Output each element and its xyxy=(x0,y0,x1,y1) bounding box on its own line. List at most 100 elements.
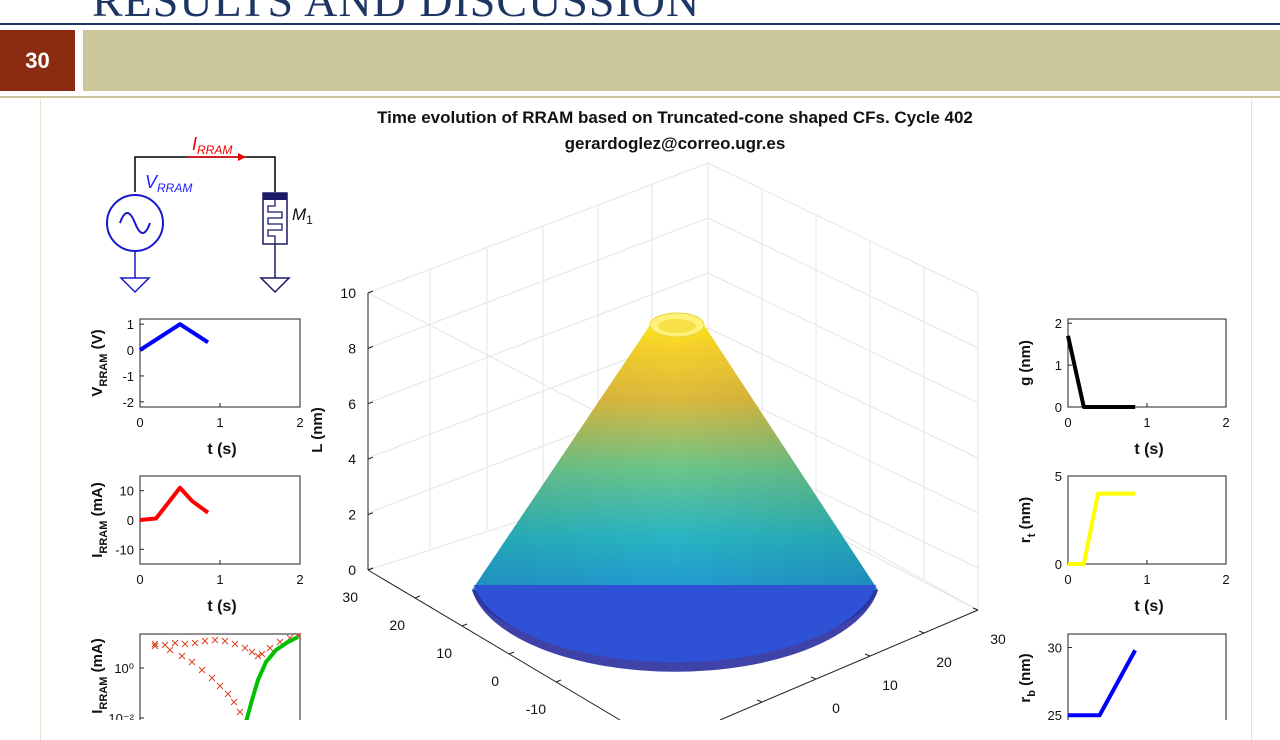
y-tick-label: -2 xyxy=(122,395,134,410)
z-tick xyxy=(367,456,374,460)
iv-marker xyxy=(211,636,219,644)
y-tick-label: 1 xyxy=(1055,358,1062,373)
series-line xyxy=(1066,335,1136,409)
device-label: M1 xyxy=(292,205,313,227)
left-axis-tick-label: 30 xyxy=(342,589,358,605)
iv-marker xyxy=(254,652,262,660)
z-tick xyxy=(367,345,374,349)
iv-marker xyxy=(191,639,199,647)
left-axis-tick-label: 20 xyxy=(389,617,405,633)
x-tick-label: 1 xyxy=(216,415,223,430)
x-tick-label: 2 xyxy=(296,415,303,430)
figure-title: Time evolution of RRAM based on Truncate… xyxy=(377,108,973,127)
current-label: IRRAM xyxy=(192,134,232,157)
z-tick xyxy=(367,401,374,405)
figure-subtitle: gerardoglez@correo.ugr.es xyxy=(564,134,786,153)
x-axis-label: t (s) xyxy=(1134,441,1163,458)
plot-frame xyxy=(139,633,301,720)
iv-marker xyxy=(151,640,159,648)
iv-marker xyxy=(181,640,189,648)
y-tick-label: 30 xyxy=(1048,641,1062,656)
x-tick-label: 1 xyxy=(1143,572,1150,587)
y-tick-label: -1 xyxy=(122,369,134,384)
iv-marker xyxy=(166,646,174,654)
ylabel-0: VRRAM (V) xyxy=(89,329,110,396)
z-tick-label: 0 xyxy=(348,562,356,578)
banner-divider xyxy=(0,96,1280,98)
slide-title: RESULTS AND DISCUSSION xyxy=(92,0,701,26)
subplot-1: 100-100 1 2t (s) xyxy=(115,475,304,615)
iv-marker xyxy=(151,642,159,650)
subplot-5: 30 25 xyxy=(1048,633,1227,720)
y-tick-label: 1 xyxy=(127,317,134,332)
x-tick-label: 0 xyxy=(1064,415,1071,430)
iv-marker xyxy=(208,674,216,682)
iv-marker xyxy=(241,644,249,652)
right-base-axis xyxy=(719,609,979,720)
banner-gap xyxy=(75,30,83,91)
z-tick-label: 4 xyxy=(348,451,356,467)
y-tick-label: 25 xyxy=(1048,708,1062,720)
subplot-iv: 10⁰ 10⁻² xyxy=(108,632,302,720)
iv-marker xyxy=(178,652,186,660)
x-tick-label: 0 xyxy=(136,415,143,430)
title-underline xyxy=(0,23,1280,25)
iv-marker xyxy=(216,682,224,690)
right-axis-tick-label: 0 xyxy=(832,700,840,716)
z-tick-label: 2 xyxy=(348,507,356,523)
x-tick-label: 0 xyxy=(1064,572,1071,587)
plot-frame xyxy=(1067,633,1227,720)
left-axis-tick xyxy=(461,623,468,627)
x-axis-label: t (s) xyxy=(1134,598,1163,615)
figure-canvas: IRRAM VRRAM M1 xyxy=(89,134,1230,720)
right-axis-tick-label: 20 xyxy=(936,654,952,670)
series-line xyxy=(139,485,210,522)
iv-marker xyxy=(224,690,232,698)
y-tick-label: 0 xyxy=(127,343,134,358)
ylabel-3: g (nm) xyxy=(1017,340,1034,386)
iv-marker xyxy=(171,639,179,647)
right-axis-tick xyxy=(918,630,925,634)
circuit-schematic: IRRAM VRRAM M1 xyxy=(106,134,313,294)
ylabel-5: rb (nm) xyxy=(1017,653,1038,702)
right-axis-tick-label: 10 xyxy=(882,677,898,693)
ground-icon-right xyxy=(259,277,291,294)
left-axis-tick xyxy=(555,679,562,683)
page-number-badge: 30 xyxy=(0,30,75,91)
iv-marker xyxy=(258,650,266,658)
iv-fit-line xyxy=(244,635,299,720)
left-axis-tick-label: 0 xyxy=(491,673,499,689)
y-tick-label: 2 xyxy=(1055,316,1062,331)
current-arrow-head xyxy=(238,153,246,161)
ground-icon-left xyxy=(119,277,151,294)
iv-marker xyxy=(230,698,238,706)
subplot-3: 2 1 00 1 2 t (s) xyxy=(1055,316,1230,458)
y-tick-label: 5 xyxy=(1055,469,1062,484)
ylabel-1: IRRAM (mA) xyxy=(89,482,110,558)
z-tick-label: 6 xyxy=(348,396,356,412)
ylabel-4: rt (nm) xyxy=(1017,497,1038,543)
x-tick-label: 2 xyxy=(296,572,303,587)
left-axis-tick-label: 10 xyxy=(436,645,452,661)
subplot-0: 10-1-20 1 2t (s) xyxy=(122,317,303,458)
left-axis-tick-label: -10 xyxy=(526,701,546,717)
series-line xyxy=(1068,649,1137,718)
plot-frame xyxy=(139,475,301,565)
y-tick-label: 10⁻² xyxy=(108,711,134,720)
iv-marker xyxy=(188,658,196,666)
left-axis-tick xyxy=(414,595,421,599)
left-base-axis xyxy=(367,569,621,720)
iv-marker xyxy=(266,644,274,652)
series-line xyxy=(1068,491,1136,566)
iv-marker xyxy=(248,648,256,656)
sine-wave-icon xyxy=(119,212,151,234)
x-axis-label: t (s) xyxy=(207,441,236,458)
z-tick xyxy=(367,512,374,516)
right-axis-tick xyxy=(864,653,871,657)
y-tick-label: 0 xyxy=(1055,557,1062,572)
z-tick xyxy=(367,290,374,294)
subplot-4: 5 00 1 2 t (s) xyxy=(1055,469,1230,615)
right-axis-tick xyxy=(972,607,979,611)
iv-marker xyxy=(236,708,244,716)
